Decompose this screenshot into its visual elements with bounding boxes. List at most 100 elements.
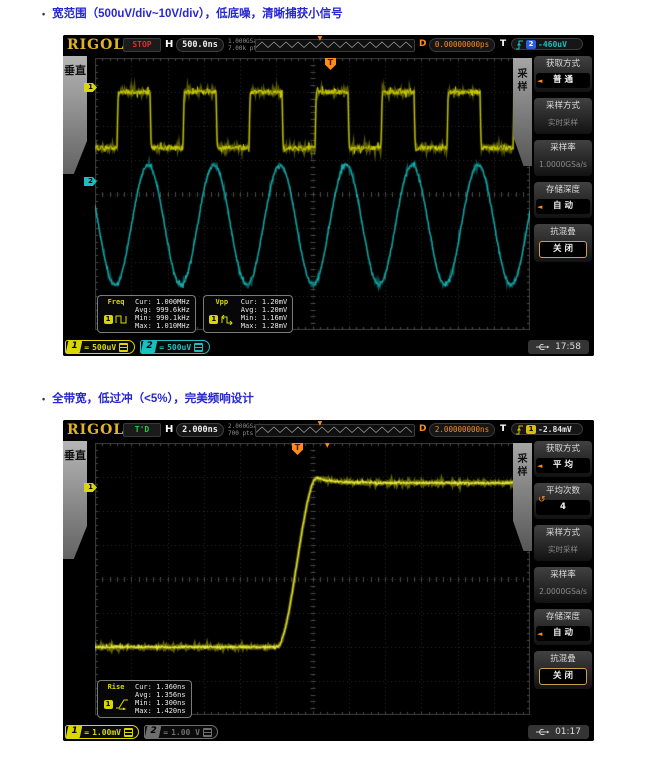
measure-glyph-freq-icon xyxy=(115,310,129,329)
menu-item[interactable]: 存储深度 ◄ 自 动 xyxy=(534,609,592,645)
menu-item[interactable]: 抗混叠关 闭 xyxy=(534,651,592,689)
measurement-value: Avg: 999.6kHz xyxy=(135,306,190,314)
menu-item-value: 2.0000GSa/s xyxy=(536,584,590,599)
menu-item-value-text: 普 通 xyxy=(553,75,573,85)
menu-item[interactable]: 采样率 2.0000GSa/s xyxy=(534,567,592,603)
menu-item-title: 存储深度 xyxy=(545,185,580,195)
menu-item-title: 采样率 xyxy=(550,143,576,153)
measurement-label-column: Rise 1 xyxy=(101,683,131,715)
trigger-position-badge[interactable]: T xyxy=(325,58,336,70)
bullet-dot: • xyxy=(42,9,46,19)
horizontal-label: H xyxy=(165,424,174,435)
measurement-box: Freq 1 Cur: 1.000MHz Avg: 999.6kHz Min: 990.… xyxy=(97,295,196,333)
usb-icon xyxy=(536,344,550,350)
menu-item[interactable]: 获取方式 ◄ 平 均 xyxy=(534,441,592,477)
coupling-icon: = xyxy=(84,727,90,737)
bandwidth-icon xyxy=(203,727,212,737)
measurement-value: Min: 1.16mV xyxy=(240,314,288,322)
menu-item-value: ◄ 普 通 xyxy=(536,73,590,88)
run-status-badge[interactable]: T'D xyxy=(123,423,161,437)
memory-trigger-marker[interactable]: ▼ xyxy=(317,35,323,42)
memory-trigger-marker[interactable]: ▼ xyxy=(317,420,323,427)
menu-item-value-text: 2.0000GSa/s xyxy=(539,587,587,596)
bandwidth-icon xyxy=(119,342,129,352)
menu-item-value-text: 关 闭 xyxy=(553,671,573,681)
coupling-icon: = xyxy=(159,342,165,352)
menu-item-value: 1.0000GSa/s xyxy=(536,157,590,172)
memory-waveform-bar[interactable]: ▼ xyxy=(255,35,415,52)
sample-menu-tab[interactable]: 采样 xyxy=(513,58,532,166)
measurement-label-column: Freq 1 xyxy=(101,298,131,330)
clock-time: 01:17 xyxy=(555,727,581,737)
timebase-readout[interactable]: 500.0ns xyxy=(176,38,224,52)
trigger-readout[interactable]: 1 -2.84mV xyxy=(511,423,583,435)
menu-item[interactable]: 采样方式 实时采样 xyxy=(534,525,592,561)
channel-scale-value: 1.00mV xyxy=(92,727,121,737)
memory-points-value: 700 pts xyxy=(228,430,254,437)
channel-status-1[interactable]: 1 = 1.00mV xyxy=(65,725,139,739)
menu-item-title: 平均次数 xyxy=(545,486,580,496)
menu-item-value: 关 闭 xyxy=(539,241,587,258)
trigger-position-badge[interactable]: T xyxy=(292,443,303,455)
timebase-readout[interactable]: 2.000ns xyxy=(176,423,224,437)
menu-item[interactable]: 平均次数 ↺ 4 xyxy=(534,483,592,519)
rising-edge-icon xyxy=(515,424,524,435)
menu-item-title: 抗混叠 xyxy=(550,654,576,664)
menu-item[interactable]: 存储深度 ◄ 自 动 xyxy=(534,182,592,218)
menu-item-value: 实时采样 xyxy=(536,115,590,130)
delay-readout[interactable]: 0.00000000ps xyxy=(429,38,495,52)
trigger-channel-badge: 2 xyxy=(526,39,536,49)
measurement-value: Cur: 1.20mV xyxy=(240,298,288,306)
menu-item[interactable]: 抗混叠关 闭 xyxy=(534,224,592,262)
channel-status-2[interactable]: 2 = 500uV xyxy=(140,340,210,354)
measurement-value: Min: 1.300ns xyxy=(135,699,186,707)
channel-1-position-marker[interactable]: 1 xyxy=(84,83,97,92)
menu-item-value-text: 实时采样 xyxy=(548,118,578,127)
menu-item-value-text: 实时采样 xyxy=(548,545,578,554)
menu-item-value-text: 自 动 xyxy=(553,201,573,211)
menu-item-value: ↺ 4 xyxy=(536,496,590,515)
scope-topbar: RIGOL STOP H 500.0ns 1.000GSa/s 7.00k pt… xyxy=(63,35,594,55)
side-menu: 获取方式 ◄ 平 均平均次数 ↺ 4 采样方式 实时采样 采样率 2.0000GSa/s 存储深度… xyxy=(534,441,592,689)
sample-rate-readout: 1.000GSa/s 7.00k pts xyxy=(228,38,264,52)
bullet-text-2: 全带宽，低过冲（<5%），完美频响设计 xyxy=(52,393,254,405)
oscilloscope-screenshot-1: RIGOL STOP H 500.0ns 1.000GSa/s 7.00k pt… xyxy=(63,35,594,356)
menu-item[interactable]: 获取方式 ◄ 普 通 xyxy=(534,56,592,92)
vertical-menu-tab[interactable]: 垂直 xyxy=(63,56,87,174)
channel-status-1[interactable]: 1 = 500uV xyxy=(65,340,135,354)
measurement-label: Rise xyxy=(107,683,125,691)
menu-item[interactable]: 采样率 1.0000GSa/s xyxy=(534,140,592,176)
delay-label: D xyxy=(419,39,427,49)
channel-1-position-marker[interactable]: 1 xyxy=(84,483,97,492)
left-arrow-icon: ◄ xyxy=(537,462,543,470)
run-status-badge[interactable]: STOP xyxy=(123,38,161,52)
menu-item[interactable]: 采样方式 实时采样 xyxy=(534,98,592,134)
rigol-logo: RIGOL xyxy=(67,37,125,53)
bullet-line-2: • 全带宽，低过冲（<5%），完美频响设计 xyxy=(42,392,254,406)
trigger-position-arrow[interactable]: ▼ xyxy=(325,442,330,449)
trigger-level-value: -460uV xyxy=(538,39,567,49)
measurement-channel-badge: 1 xyxy=(103,315,113,324)
delay-readout[interactable]: 2.00000000ns xyxy=(429,423,495,437)
oscilloscope-screen: RIGOL T'D H 2.000ns 2.000GSa/s 700 pts ▼… xyxy=(63,420,594,741)
trigger-label: T xyxy=(500,39,507,49)
trigger-readout[interactable]: 2 -460uV xyxy=(511,38,583,50)
measurement-value: Max: 1.010MHz xyxy=(135,322,190,330)
trigger-label: T xyxy=(500,424,507,434)
channel-status-2[interactable]: 2 = 1.00 V xyxy=(144,725,218,739)
measurement-row: Rise 1 Cur: 1.360ns Avg: 1.356ns Min: 1.300n… xyxy=(97,680,192,718)
vertical-menu-tab[interactable]: 垂直 xyxy=(63,441,87,559)
sample-menu-tab[interactable]: 采样 xyxy=(513,443,532,551)
rigol-logo: RIGOL xyxy=(67,422,125,438)
scope-bottombar: 1 = 1.00mV 2 = 1.00 V 01:17 xyxy=(63,723,594,741)
measurement-value: Cur: 1.360ns xyxy=(135,683,186,691)
menu-item-title: 采样率 xyxy=(550,570,576,580)
trigger-channel-badge: 1 xyxy=(526,424,536,434)
measurement-box: Vpp 1 Cur: 1.20mV Avg: 1.20mV Min: 1.16mV Max… xyxy=(202,295,294,333)
sample-rate-readout: 2.000GSa/s 700 pts xyxy=(228,423,264,437)
memory-waveform-bar[interactable]: ▼ xyxy=(255,420,415,437)
channel-2-position-marker[interactable]: 2 xyxy=(84,177,97,186)
measurement-channel-badge: 1 xyxy=(209,315,219,324)
menu-item-value: ◄ 平 均 xyxy=(536,458,590,473)
